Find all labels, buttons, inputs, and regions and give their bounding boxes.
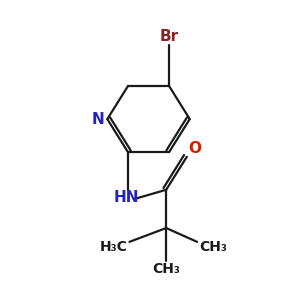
Text: CH₃: CH₃ [152, 262, 180, 276]
Text: CH₃: CH₃ [200, 240, 227, 254]
Text: HN: HN [114, 190, 139, 206]
Text: Br: Br [160, 29, 179, 44]
Text: N: N [92, 112, 105, 127]
Text: H₃C: H₃C [99, 240, 127, 254]
Text: O: O [189, 141, 202, 156]
